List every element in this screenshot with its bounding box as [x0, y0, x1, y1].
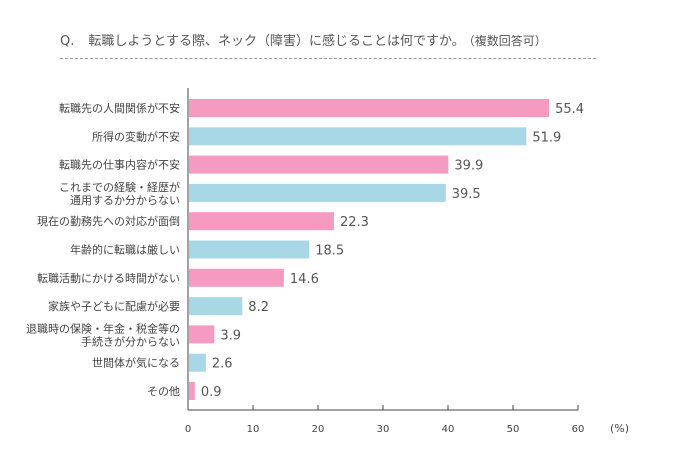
category-label: 現在の勤務先への対応が面倒: [37, 214, 180, 228]
question-title: Q. 転職しようとする際、ネック（障害）に感じることは何ですか。 （複数回答可）: [60, 30, 547, 49]
bar: [189, 183, 446, 202]
value-label: 55.4: [555, 102, 584, 117]
question-prefix: Q.: [60, 34, 75, 49]
x-tick-label: 10: [247, 424, 260, 435]
value-label: 51.9: [532, 130, 561, 145]
value-label: 18.5: [315, 244, 344, 259]
category-label: 転職先の仕事内容が不安: [59, 158, 180, 172]
bar: [189, 155, 449, 174]
bar: [189, 127, 527, 146]
value-label: 8.2: [248, 300, 269, 315]
value-label: 39.9: [454, 159, 483, 174]
value-label: 0.9: [201, 385, 222, 400]
dashed-divider: [60, 58, 596, 59]
question-note: （複数回答可）: [468, 34, 547, 48]
category-label: 所得の変動が不安: [92, 129, 180, 143]
bar: [189, 382, 195, 400]
category-label: 年齢的に転職は厳しい: [70, 243, 180, 257]
x-unit-label: (%): [610, 422, 629, 435]
category-label: 転職先の人間関係が不安: [59, 101, 180, 115]
category-label: その他: [147, 385, 180, 398]
bar: [189, 240, 310, 259]
x-tick-label: 20: [312, 424, 325, 435]
x-tick-label: 40: [442, 424, 455, 435]
category-label: 通用するか分からない: [70, 194, 180, 207]
question-text: 転職しようとする際、ネック（障害）に感じることは何ですか。: [88, 34, 465, 49]
bar: [189, 297, 243, 316]
category-label: 世間体が気になる: [92, 356, 180, 370]
value-label: 3.9: [220, 328, 241, 343]
value-label: 22.3: [340, 215, 369, 230]
x-tick-label: 30: [377, 424, 390, 435]
bar: [189, 99, 550, 117]
bar: [189, 325, 215, 344]
category-label: 手続きが分からない: [81, 334, 180, 348]
x-tick-label: 60: [572, 424, 585, 435]
category-label: これまでの経験・経歴が: [59, 180, 180, 194]
category-label: 退職時の保険・年金・税金等の: [26, 321, 180, 335]
x-tick-label: 50: [507, 424, 520, 435]
bar: [189, 353, 206, 372]
category-label: 家族や子どもに配慮が必要: [48, 299, 180, 313]
value-label: 14.6: [290, 272, 319, 287]
value-label: 39.5: [452, 187, 481, 202]
bar: [189, 212, 334, 231]
bar: [189, 268, 284, 287]
x-tick-label: 0: [185, 424, 191, 435]
category-label: 転職活動にかける時間がない: [37, 271, 180, 285]
value-label: 2.6: [212, 357, 233, 372]
